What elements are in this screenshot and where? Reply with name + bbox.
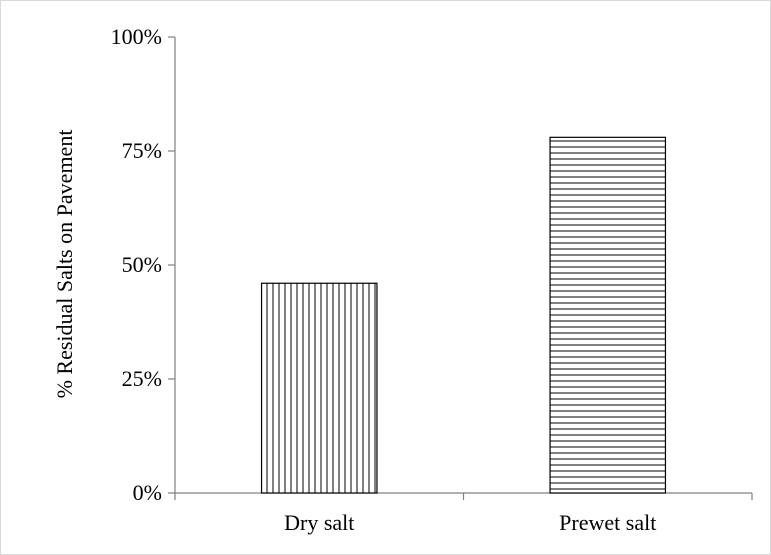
bar-prewet-salt (549, 136, 667, 494)
y-tick-label: 0% (133, 480, 162, 505)
y-axis-title: % Residual Salts on Pavement (52, 130, 77, 399)
y-tick-label: 50% (122, 252, 162, 277)
x-tick-label: Prewet salt (559, 510, 656, 535)
y-tick-label: 25% (122, 366, 162, 391)
x-tick-label: Dry salt (284, 510, 354, 535)
bar-dry-salt (260, 282, 378, 494)
y-tick-label: 75% (122, 138, 162, 163)
y-tick-label: 100% (111, 24, 162, 49)
